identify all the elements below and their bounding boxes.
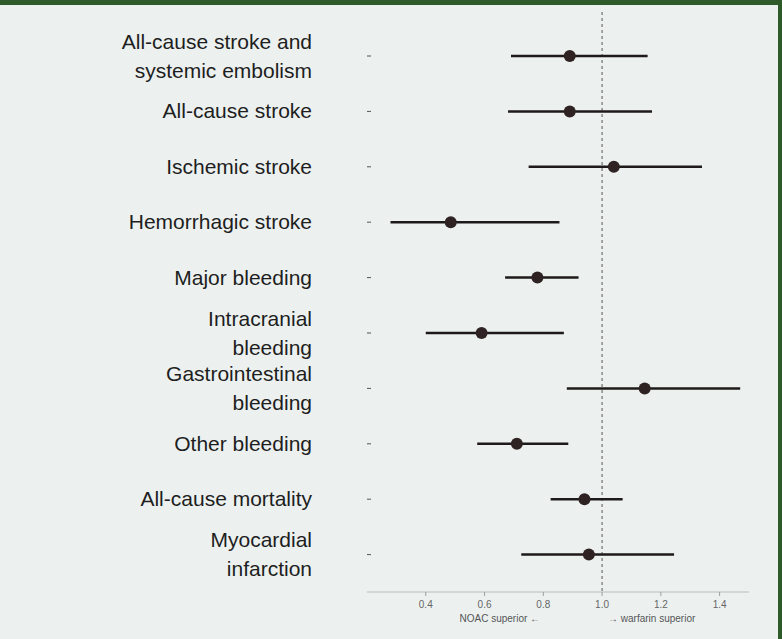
y-tick [367,111,371,112]
category-label: Ischemic stroke [166,155,312,178]
x-tick-label: 1.2 [654,599,668,610]
point-estimate [564,105,576,117]
y-tick [367,166,371,167]
y-tick [367,333,371,334]
y-tick [367,56,371,57]
point-estimate [476,327,488,339]
y-tick [367,499,371,500]
x-axis-line [367,592,749,593]
confidence-interval [508,110,652,113]
y-tick [367,222,371,223]
confidence-interval [391,221,560,224]
x-tick-label: 1.0 [595,599,609,610]
y-tick [367,554,371,555]
x-tick [719,592,720,596]
x-tick [543,592,544,596]
category-label: Other bleeding [174,432,312,455]
x-tick [660,592,661,596]
x-tick [484,592,485,596]
background [0,5,778,639]
category-label: Myocardialinfarction [210,528,312,580]
reference-line [602,12,603,592]
point-estimate [531,272,543,284]
x-tick-label: 0.6 [478,599,492,610]
x-tick-label: 1.4 [713,599,727,610]
x-tick [425,592,426,596]
frame [0,0,782,639]
chart-container: 0.4 0.6 0.8 1.0 1.2 1.4 NOAC superior ← → warfa… [0,0,782,639]
marks [391,50,741,561]
category-label: All-cause stroke andsystemic embolism [122,30,312,82]
point-estimate [445,216,457,228]
category-label: Gastrointestinalbleeding [166,362,312,414]
confidence-interval [567,387,740,390]
chart: 0.4 0.6 0.8 1.0 1.2 1.4 NOAC superior ← → warfa… [0,0,782,639]
confidence-interval [521,553,674,556]
y-tick [367,443,371,444]
x-tick [602,592,603,596]
category-label: Hemorrhagic stroke [129,210,312,233]
axis-caption: NOAC superior ← [459,613,540,624]
category-label: All-cause stroke [163,99,312,122]
category-label: All-cause mortality [140,487,312,510]
x-tick-label: 0.8 [536,599,550,610]
x-tick-label: 0.4 [419,599,433,610]
category-label: Intracranialbleeding [208,307,312,359]
confidence-interval [426,332,564,335]
axis-caption: → warfarin superior [608,613,696,624]
y-tick [367,277,371,278]
point-estimate [608,161,620,173]
point-estimate [511,438,523,450]
confidence-interval [511,55,648,58]
category-label: Major bleeding [174,266,312,289]
y-tick [367,388,371,389]
point-estimate [578,493,590,505]
point-estimate [583,549,595,561]
point-estimate [564,50,576,62]
point-estimate [639,382,651,394]
